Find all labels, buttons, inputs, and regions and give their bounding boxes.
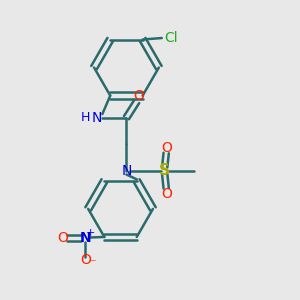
Text: O: O — [161, 141, 172, 155]
Text: O: O — [57, 231, 68, 245]
Text: Cl: Cl — [165, 31, 178, 45]
Text: O: O — [161, 187, 172, 201]
Text: N: N — [121, 164, 132, 178]
Text: H: H — [80, 111, 90, 124]
Text: +: + — [86, 227, 95, 238]
Text: O: O — [134, 89, 145, 103]
Text: N: N — [80, 231, 91, 245]
Text: N: N — [92, 111, 102, 125]
Text: ⁻: ⁻ — [89, 257, 96, 270]
Text: O: O — [80, 254, 91, 268]
Text: S: S — [159, 163, 170, 178]
